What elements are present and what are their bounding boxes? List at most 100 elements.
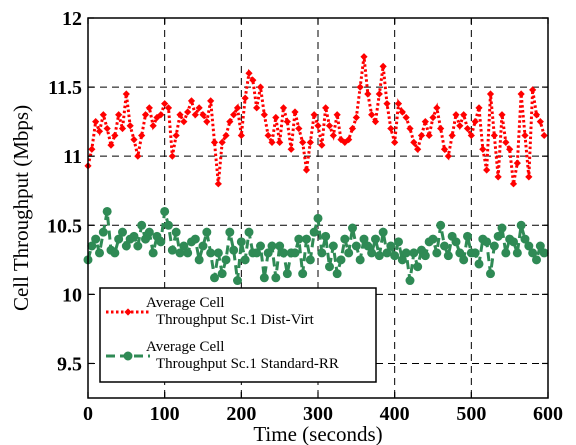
series-1-point [130, 136, 138, 144]
series-2-point [171, 227, 181, 237]
series-1-point [180, 118, 188, 126]
series-2-point [144, 227, 154, 237]
series-1-point [203, 118, 211, 126]
series-1-point [333, 111, 341, 119]
series-2-point [432, 248, 442, 258]
series-1-point [249, 76, 257, 84]
series-2-point [95, 248, 104, 258]
y-tick-label: 11 [63, 146, 82, 168]
series-2-point [91, 234, 101, 244]
series-1-point [306, 138, 314, 146]
series-2-point [401, 248, 411, 258]
series-1-point [490, 131, 498, 140]
legend-entry-label: Average Cell Throughput Sc.1 Dist-Virt [146, 295, 315, 328]
series-1-point [421, 118, 429, 126]
series-1-point [540, 131, 548, 140]
x-tick-label: 100 [150, 403, 180, 425]
series-1-point [406, 124, 414, 133]
series-1-point [264, 131, 272, 140]
series-1-point [379, 62, 387, 70]
series-1-point [161, 100, 169, 108]
series-2-point [397, 255, 407, 265]
series-2-point [198, 241, 208, 251]
series-2-point [190, 234, 200, 244]
series-2-point [156, 237, 166, 247]
series-2-point [298, 269, 308, 279]
series-2-point [336, 255, 346, 265]
series-2-point [493, 231, 503, 241]
series-1-point [486, 90, 495, 98]
series-1-point [414, 145, 422, 153]
series-2-point [229, 245, 239, 255]
x-tick-label: 500 [456, 403, 486, 425]
series-1-point [391, 138, 399, 146]
series-2-point [225, 227, 235, 237]
series-1-point [322, 104, 330, 112]
series-2-point [129, 231, 139, 241]
x-tick-label: 0 [83, 403, 93, 425]
series-2-point [440, 241, 449, 251]
series-1-point [103, 124, 111, 133]
series-1-point [368, 111, 376, 119]
x-tick-label: 400 [380, 403, 410, 425]
series-2-point [121, 241, 131, 251]
x-axis-label: Time (seconds) [253, 422, 382, 445]
series-2-point [210, 273, 219, 283]
series-1-point [398, 108, 406, 116]
series-1-point [279, 104, 288, 112]
legend-entry-line: Throughput Sc.1 Standard-RR [156, 356, 339, 372]
series-1-point [138, 131, 146, 140]
series-1-point [241, 94, 249, 102]
series-1-point [283, 118, 291, 126]
series-1-point [172, 131, 180, 140]
series-1-point [134, 152, 142, 160]
ticks [87, 17, 549, 398]
series-1-point [532, 111, 541, 119]
series-2-point [459, 255, 469, 265]
series-2-point [516, 220, 526, 230]
series-1-point [471, 118, 479, 126]
series-2-point [271, 273, 281, 283]
series-1-point [433, 104, 441, 112]
series-1-point [360, 53, 368, 61]
series-2-point [455, 248, 465, 258]
series-1-point [483, 166, 491, 174]
series-1-point [118, 124, 127, 133]
series-1-point [348, 124, 357, 133]
series-1-point [375, 90, 383, 98]
series-1-point [233, 104, 242, 112]
series-2-point [244, 227, 254, 237]
y-tick-label: 10 [62, 284, 82, 306]
series-1-point [245, 69, 253, 77]
series-1-point [318, 141, 326, 149]
series-1-point [107, 141, 115, 149]
series-2-point [263, 248, 273, 258]
series-2-point [275, 241, 285, 251]
series-2-point [374, 251, 384, 261]
series-2-point [535, 241, 545, 251]
series-1-point [237, 131, 245, 140]
series-1-point [184, 108, 192, 116]
series-2-point [252, 248, 262, 258]
series-1-point [310, 111, 318, 119]
series-1-point [364, 90, 372, 98]
series-1-point [494, 173, 502, 181]
series-2-point [443, 251, 453, 261]
legend-swatch-marker [123, 351, 133, 361]
y-tick-label: 9.5 [57, 353, 82, 375]
series-2-point [390, 251, 400, 261]
series-1-point [199, 111, 207, 119]
series-1-point [291, 108, 299, 116]
series-1-point [437, 124, 445, 133]
series-2-point [409, 248, 419, 258]
series-2-point [133, 241, 143, 251]
series-2-point [405, 276, 415, 286]
series-1-point [417, 131, 426, 140]
series-2-point [317, 248, 327, 258]
series-2-point [382, 248, 392, 258]
series-2-point [497, 223, 507, 233]
series-2-point [501, 248, 511, 258]
series-1-point [425, 131, 433, 140]
series-2-point [98, 227, 108, 237]
series-1-point [149, 122, 157, 130]
